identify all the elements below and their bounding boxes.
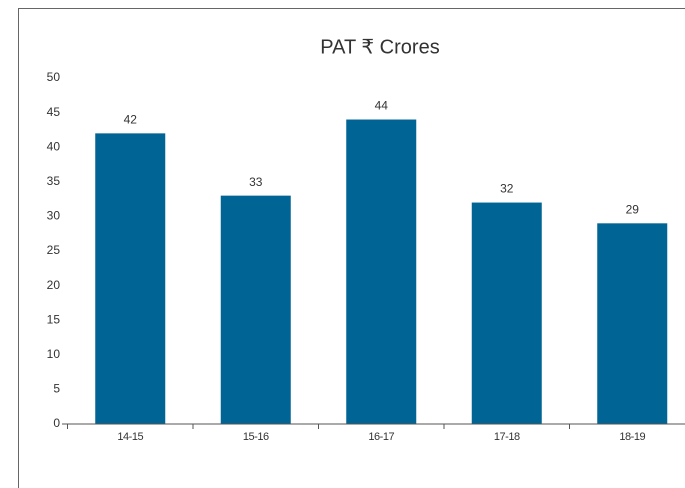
- y-tick-label: 50: [47, 70, 61, 84]
- x-tick-label: 15-16: [243, 431, 269, 443]
- bar: [346, 119, 417, 425]
- chart-border: [18, 8, 685, 488]
- y-tick-label: 45: [47, 105, 61, 119]
- bar: [597, 223, 668, 424]
- x-tick-label: 17-18: [494, 431, 520, 443]
- y-tick-label: 15: [47, 312, 61, 326]
- y-tick-label: 20: [47, 278, 61, 292]
- x-tick-label: 14-15: [117, 431, 143, 443]
- data-label: 42: [124, 113, 138, 127]
- y-tick-label: 25: [47, 243, 61, 257]
- y-tick-label: 30: [47, 209, 61, 223]
- y-tick-label: 35: [47, 174, 61, 188]
- data-label: 29: [626, 202, 640, 216]
- chart-title: PAT ₹ Crores: [320, 36, 439, 58]
- y-tick-label: 10: [47, 347, 61, 361]
- data-label: 33: [249, 175, 263, 189]
- x-tick-label: 16-17: [368, 431, 394, 443]
- bar: [95, 133, 166, 425]
- data-label: 44: [375, 99, 389, 113]
- data-label: 32: [500, 182, 514, 196]
- y-tick-label: 5: [53, 382, 60, 396]
- bar: [471, 202, 542, 424]
- y-tick-label: 0: [53, 416, 60, 430]
- bar: [220, 195, 291, 424]
- y-tick-label: 40: [47, 139, 61, 153]
- x-tick-label: 18-19: [619, 431, 645, 443]
